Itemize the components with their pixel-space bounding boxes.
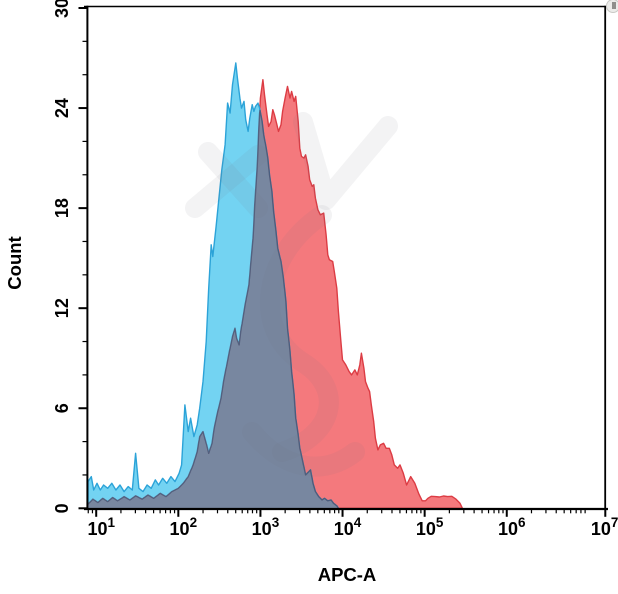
x-tick-label: 102 [170, 515, 198, 539]
x-tick-label: 106 [498, 515, 526, 539]
x-axis-tick-labels: 101 102 103 104 105 106 107.2 [87, 515, 618, 539]
plot-frame [84, 5, 608, 511]
y-axis-minor-tick-marks [82, 40, 87, 476]
y-axis-title: Count [4, 236, 25, 289]
y-axis-major-tick-marks [78, 7, 87, 510]
y-tick-label: 30 [52, 0, 72, 18]
y-axis-tick-labels: 0 6 12 18 24 30 [52, 0, 72, 513]
x-tick-label: 107.2 [591, 515, 618, 539]
y-tick-label: 6 [52, 403, 72, 413]
y-tick-label: 18 [52, 198, 72, 218]
x-axis-minor-tick-marks [87, 509, 586, 514]
watermark-logo [185, 112, 398, 477]
y-tick-label: 0 [52, 503, 72, 513]
x-tick-label: 103 [252, 515, 280, 539]
cropped-corner-icon [606, 0, 618, 13]
x-tick-label: 101 [87, 515, 115, 539]
x-tick-label: 105 [416, 515, 444, 539]
overlap-boundary-line [87, 109, 339, 509]
overlap-region-area [88, 110, 339, 509]
x-tick-label: 104 [334, 515, 362, 539]
y-tick-label: 12 [52, 298, 72, 318]
x-axis-major-tick-marks [95, 509, 607, 517]
x-axis-title: APC-A [318, 564, 377, 585]
y-tick-label: 24 [52, 98, 72, 118]
